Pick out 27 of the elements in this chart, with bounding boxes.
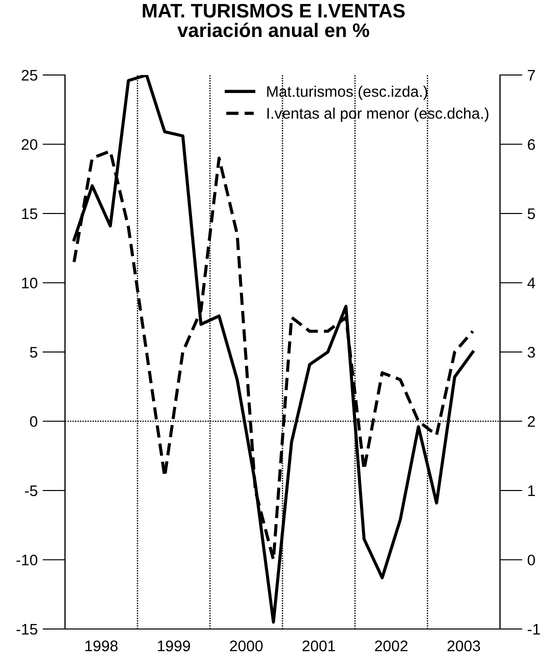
x-tick-label: 2003 [448,640,480,652]
y2-tick-label: 0 [528,554,535,566]
y-tick-label: 25 [22,70,38,81]
y-tick-label: -5 [25,486,38,496]
y2-tick-label: 2 [528,416,535,427]
y2-tick-label: 1 [528,486,535,496]
y2-tick-label: 6 [528,139,535,150]
x-tick-label: 2002 [375,640,408,652]
x-tick-label: 1999 [158,640,190,652]
y2-tick-label: 5 [528,208,535,220]
y-tick-label: 15 [22,208,38,220]
x-tick-label: 1998 [85,640,118,652]
y-tick-label: 5 [30,347,38,358]
y-tick-label: 10 [22,278,38,288]
y-tick-label: 20 [22,139,38,150]
x-tick-label: 2000 [230,640,263,652]
y2-tick-label: 4 [527,278,536,288]
legend-label: Mat.turismos (esc.izda.) [267,86,428,100]
y-tick-label: 0 [30,416,38,427]
y2-tick-label: 3 [528,346,535,358]
y2-tick-label: 7 [528,70,535,81]
x-tick-label: 2001 [302,640,335,652]
y-tick-label: -15 [16,624,38,635]
legend-label: I.ventas al por menor (esc.dcha.) [267,108,488,122]
chart-title: MAT. TURISMOS E I.VENTAS variación anual en % [142,4,405,38]
y2-tick-label: -1 [528,624,540,635]
y-tick-label: -10 [16,554,38,566]
